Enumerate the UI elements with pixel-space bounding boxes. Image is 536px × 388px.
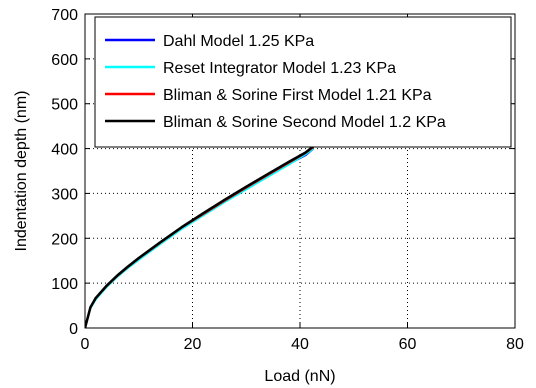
legend-entry: Bliman & Sorine First Model 1.21 KPa xyxy=(163,87,432,104)
y-tick-label: 600 xyxy=(51,52,78,69)
y-tick-label: 500 xyxy=(51,97,78,114)
legend-entry: Reset Integrator Model 1.23 KPa xyxy=(163,60,396,77)
x-tick-label: 20 xyxy=(184,336,202,353)
x-tick-label: 0 xyxy=(81,336,90,353)
series-group xyxy=(85,145,315,328)
x-tick-label: 40 xyxy=(291,336,309,353)
x-axis-label: Load (nN) xyxy=(264,368,335,385)
y-tick-label: 100 xyxy=(51,276,78,293)
x-tick-label: 80 xyxy=(506,336,524,353)
y-tick-label: 0 xyxy=(69,321,78,338)
y-tick-label: 200 xyxy=(51,231,78,248)
y-tick-label: 400 xyxy=(51,142,78,159)
legend: Dahl Model 1.25 KPa Reset Integrator Mode… xyxy=(94,16,512,148)
y-axis-label: Indentation depth (nm) xyxy=(13,91,30,252)
ticks: 0 20 40 60 80 0 100 200 300 400 500 600 700 xyxy=(51,7,524,353)
legend-box xyxy=(94,16,512,148)
series-line-4 xyxy=(85,145,315,328)
y-tick-label: 300 xyxy=(51,186,78,203)
legend-entry: Dahl Model 1.25 KPa xyxy=(163,33,314,50)
legend-entry: Bliman & Sorine Second Model 1.2 KPa xyxy=(163,114,446,131)
x-tick-label: 60 xyxy=(399,336,417,353)
y-tick-label: 700 xyxy=(51,7,78,24)
